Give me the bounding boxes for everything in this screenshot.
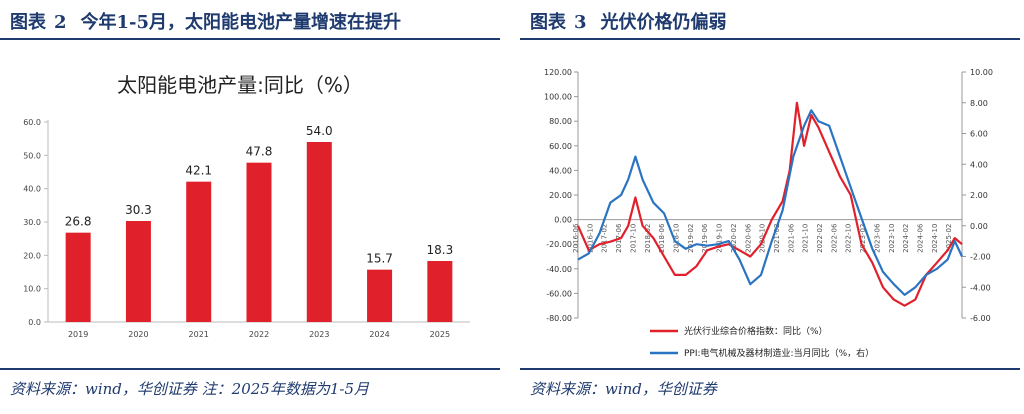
right-top-rule (520, 38, 1020, 40)
line-x-tick-label: 2018-02 (644, 224, 652, 253)
line-x-tick-label: 2024-02 (902, 224, 910, 253)
line-x-tick-label: 2020-06 (744, 223, 752, 253)
bar (125, 221, 151, 322)
line-left-tick-label: 60.00 (549, 142, 572, 151)
bar-y-tick-label: 10.0 (23, 285, 41, 294)
bar (65, 232, 91, 322)
right-figure-number: 3 (574, 12, 587, 33)
line-left-tick-label: -40.00 (546, 265, 572, 274)
line-x-tick-label: 2018-10 (672, 224, 680, 253)
bar-y-tick-label: 50.0 (23, 151, 41, 160)
line-left-tick-label: 40.00 (549, 166, 572, 175)
bar (306, 142, 332, 322)
bar-category-label: 2022 (249, 330, 269, 339)
line-x-tick-label: 2024-10 (931, 224, 939, 253)
line-x-tick-label: 2022-10 (845, 224, 853, 253)
line-x-tick-label: 2019-10 (716, 224, 724, 253)
ppi-series-line (577, 109, 963, 296)
bar-category-label: 2020 (128, 330, 148, 339)
right-figure-label: 图表 (530, 12, 566, 33)
left-top-rule (0, 38, 500, 40)
line-x-tick-label: 2024-06 (917, 223, 925, 253)
bar-y-tick-label: 30.0 (23, 218, 41, 227)
bar-value-label: 42.1 (185, 164, 212, 178)
line-x-tick-label: 2019-06 (701, 223, 709, 253)
line-x-tick-label: 2016-10 (586, 224, 594, 253)
line-x-tick-label: 2018-06 (658, 223, 666, 253)
line-left-tick-label: -60.00 (546, 289, 572, 298)
bar-y-tick-label: 40.0 (23, 185, 41, 194)
line-left-tick-label: 120.00 (544, 68, 572, 77)
left-figure-label: 图表 (10, 12, 46, 33)
line-left-tick-label: -20.00 (546, 240, 572, 249)
bar (427, 261, 453, 322)
left-figure-panel: 图表 2 今年1-5月，太阳能电池产量增速在提升 太阳能电池产量:同比（%） 0.0… (0, 0, 500, 414)
bar-category-label: 2021 (189, 330, 209, 339)
line-x-tick-label: 2022-02 (816, 224, 824, 253)
bar-value-label: 26.8 (65, 215, 92, 229)
right-source-note: 资料来源：wind，华创证券 (530, 380, 717, 398)
line-right-tick-label: 10.00 (970, 68, 993, 77)
left-figure-number: 2 (54, 12, 67, 33)
line-x-tick-label: 2019-02 (687, 224, 695, 253)
bar (246, 162, 272, 322)
line-left-tick-label: 20.00 (549, 191, 572, 200)
line-left-tick-label: -80.00 (546, 314, 572, 323)
line-x-tick-label: 2017-10 (629, 224, 637, 253)
line-x-tick-label: 2021-10 (802, 224, 810, 253)
bar-chart-title: 太阳能电池产量:同比（%） (117, 73, 363, 97)
line-right-tick-label: 2.00 (970, 191, 988, 200)
line-right-tick-label: 6.00 (970, 130, 988, 139)
bar-y-tick-label: 0.0 (28, 318, 41, 327)
line-left-tick-label: 0.00 (554, 216, 572, 225)
line-x-tick-label: 2025-02 (945, 224, 953, 253)
right-bottom-rule (520, 368, 1020, 370)
line-chart: -80.00 -60.00 -40.00 -20.00 0.00 20.00 40.00 60… (544, 68, 993, 359)
bar-value-label: 54.0 (306, 124, 333, 138)
bar-category-label: 2025 (430, 330, 450, 339)
left-source-note: 资料来源：wind，华创证券 注：2025年数据为1-5月 (10, 380, 369, 398)
right-figure-heading: 光伏价格仍偏弱 (600, 12, 727, 33)
line-x-tick-label: 2023-10 (888, 224, 896, 253)
line-left-tick-label: 80.00 (549, 117, 572, 126)
bar (186, 181, 212, 322)
left-figure-heading: 今年1-5月，太阳能电池产量增速在提升 (80, 12, 402, 33)
line-x-tick-label: 2020-02 (730, 224, 738, 253)
line-x-tick-label: 2023-02 (859, 224, 867, 253)
line-right-tick-label: -2.00 (970, 253, 991, 262)
right-figure-panel: 图表 3 光伏价格仍偏弱 -80.00 -60.00 -40.00 -20.00 0.00 2… (520, 0, 1020, 414)
line-right-tick-label: 4.00 (970, 160, 988, 169)
bar-value-label: 15.7 (366, 252, 393, 266)
price-index-series-line (576, 101, 963, 307)
bar (367, 269, 393, 322)
bar-y-tick-label: 20.0 (23, 251, 41, 260)
bar-value-label: 47.8 (246, 145, 273, 159)
bar-category-label: 2019 (68, 330, 88, 339)
bar-chart: 太阳能电池产量:同比（%） 0.0 10.0 20.0 30.0 40.0 50.0 60.… (23, 73, 470, 339)
left-bottom-rule (0, 368, 500, 370)
line-right-tick-label: -4.00 (970, 283, 991, 292)
line-right-tick-label: 0.00 (970, 222, 988, 231)
bar-value-label: 18.3 (426, 243, 453, 257)
line-right-tick-label: 8.00 (970, 99, 988, 108)
line-x-tick-label: 2016-06 (572, 223, 580, 253)
line-left-tick-label: 100.00 (544, 93, 572, 102)
left-figure-title: 图表 2 今年1-5月，太阳能电池产量增速在提升 (10, 8, 401, 34)
legend-label: PPI:电气机械及器材制造业:当月同比（%，右） (684, 347, 874, 359)
right-figure-title: 图表 3 光伏价格仍偏弱 (530, 8, 727, 34)
bar-value-label: 30.3 (125, 203, 152, 217)
line-x-tick-label: 2022-06 (830, 223, 838, 253)
legend-label: 光伏行业综合价格指数：同比（%） (684, 325, 828, 337)
bar-y-tick-label: 60.0 (23, 118, 41, 127)
line-x-tick-label: 2021-02 (773, 224, 781, 253)
line-x-tick-label: 2017-02 (601, 224, 609, 253)
bar-category-label: 2023 (309, 330, 329, 339)
line-right-tick-label: -6.00 (970, 314, 991, 323)
line-x-tick-label: 2023-06 (873, 223, 881, 253)
bar-category-label: 2024 (369, 330, 389, 339)
line-x-tick-label: 2021-06 (787, 223, 795, 253)
